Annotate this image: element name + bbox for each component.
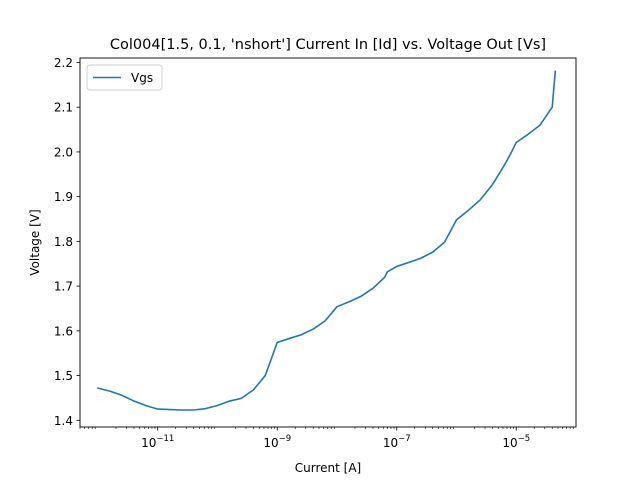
x-tick-label-exponent: −9	[279, 434, 292, 444]
y-tick-label: 2.0	[54, 145, 73, 159]
x-tick-label: 10−7	[383, 434, 411, 450]
legend-label-vgs: Vgs	[131, 71, 153, 85]
x-tick-label-base: 10	[383, 436, 398, 450]
x-tick-label: 10−11	[141, 434, 174, 450]
x-tick-label-base: 10	[502, 436, 517, 450]
x-axis-label: Current [A]	[295, 461, 361, 475]
y-tick-label: 1.5	[54, 369, 73, 383]
legend: Vgs	[86, 64, 163, 91]
x-tick-label-exponent: −7	[398, 434, 411, 444]
x-axis-ticks: 10−11 10−9 10−7 10−5	[79, 427, 574, 450]
y-tick-label: 1.8	[54, 235, 73, 249]
x-tick-label-base: 10	[141, 436, 156, 450]
x-tick-label: 10−5	[502, 434, 530, 450]
series-line-vgs	[97, 70, 557, 411]
y-tick-label: 1.6	[54, 324, 73, 338]
legend-box	[86, 64, 163, 91]
y-tick-label: 2.2	[54, 56, 73, 70]
y-tick-label: 1.9	[54, 190, 73, 204]
chart-title: Col004[1.5, 0.1, 'nshort'] Current In [I…	[110, 37, 546, 53]
plot-frame	[79, 57, 577, 428]
y-tick-label: 1.4	[54, 414, 73, 428]
y-tick-label: 1.7	[54, 280, 73, 294]
x-tick-label-exponent: −5	[518, 434, 531, 444]
y-axis-label: Voltage [V]	[28, 209, 42, 275]
plot-area	[80, 58, 576, 427]
x-tick-label-exponent: −11	[156, 434, 174, 444]
x-tick-label-base: 10	[263, 436, 278, 450]
y-tick-label: 2.1	[54, 101, 73, 115]
y-axis-ticks: 1.4 1.5 1.6 1.7 1.8 1.9 2.0 2.1 2.2	[54, 56, 80, 428]
x-tick-label: 10−9	[263, 434, 291, 450]
